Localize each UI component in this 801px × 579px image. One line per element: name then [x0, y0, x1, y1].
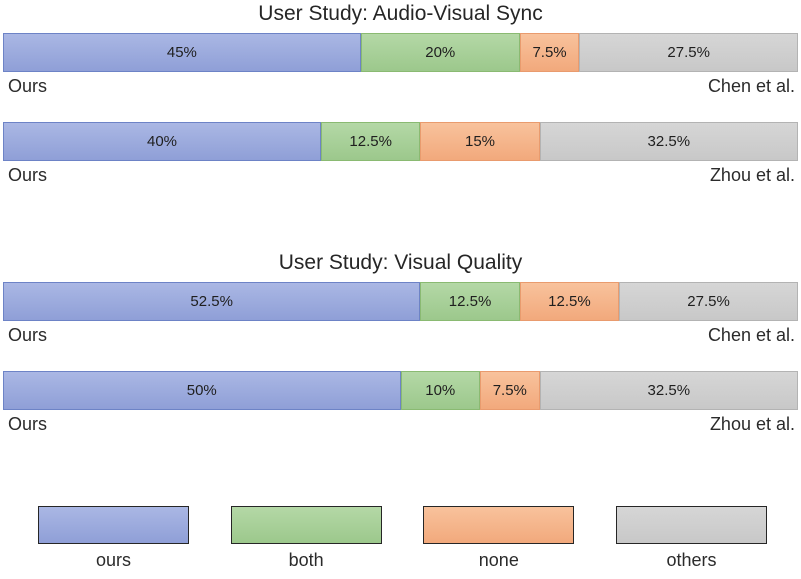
legend-swatch-none — [423, 506, 575, 544]
segment-value-label: 10% — [425, 382, 456, 399]
segment-value-label: 32.5% — [647, 133, 691, 150]
bar-segment-others: 27.5% — [619, 282, 798, 321]
legend-label: none — [478, 550, 519, 570]
bar-segment-both: 10% — [400, 371, 480, 410]
bar-right-label: Zhou et al. — [709, 414, 795, 434]
bar-segment-both: 12.5% — [321, 122, 421, 161]
legend-item-none: none — [423, 506, 575, 571]
segment-value-label: 32.5% — [647, 382, 691, 399]
stacked-bar: 52.5% 12.5% 12.5% 27.5% — [3, 282, 798, 321]
segment-value-label: 40% — [146, 133, 178, 150]
legend-swatch-others — [615, 506, 767, 544]
segment-value-label: 15% — [464, 133, 496, 150]
legend-label: ours — [95, 550, 131, 570]
bar-segment-others: 32.5% — [539, 122, 798, 161]
bar-segment-none: 7.5% — [519, 33, 580, 72]
bar-labels: Ours Chen et al. — [0, 321, 801, 349]
bar-labels: Ours Zhou et al. — [0, 410, 801, 438]
legend-item-others: others — [615, 506, 767, 571]
segment-value-label: 12.5% — [548, 293, 591, 310]
bar-segment-ours: 50% — [3, 371, 401, 410]
bar-right-label: Zhou et al. — [709, 165, 795, 185]
stacked-bar: 50% 10% 7.5% 32.5% — [3, 371, 798, 410]
chart-title: User Study: Audio-Visual Sync — [258, 2, 543, 25]
bar-left-label: Ours — [8, 325, 48, 345]
bar-left-label: Ours — [8, 76, 48, 96]
legend: ours both none others — [0, 506, 801, 571]
segment-value-label: 7.5% — [492, 382, 527, 399]
legend-item-ours: ours — [38, 506, 189, 571]
chart-visual-quality: User Study: Visual Quality 52.5% 12.5% 1… — [0, 249, 801, 438]
bar-group-zhou: 50% 10% 7.5% 32.5% Ours Zhou et al. — [0, 371, 801, 438]
bar-segment-others: 27.5% — [579, 33, 798, 72]
legend-swatch-both — [230, 506, 382, 544]
segment-value-label: 12.5% — [448, 293, 492, 310]
bar-group-chen: 52.5% 12.5% 12.5% 27.5% Ours Chen et al. — [0, 282, 801, 349]
segment-value-label: 7.5% — [532, 44, 567, 61]
bar-segment-ours: 40% — [3, 122, 321, 161]
bar-segment-none: 7.5% — [480, 371, 540, 410]
legend-swatch-ours — [38, 506, 189, 544]
legend-item-both: both — [230, 506, 382, 571]
segment-value-label: 50% — [186, 382, 217, 399]
bar-segment-ours: 45% — [3, 33, 361, 72]
segment-value-label: 52.5% — [190, 293, 233, 310]
legend-label: both — [288, 550, 324, 570]
chart-title: User Study: Visual Quality — [278, 251, 523, 274]
segment-value-label: 20% — [425, 44, 456, 61]
bar-group-zhou: 40% 12.5% 15% 32.5% Ours Zhou et al. — [0, 122, 801, 189]
bar-labels: Ours Chen et al. — [0, 72, 801, 100]
bar-segment-others: 32.5% — [539, 371, 798, 410]
bar-segment-none: 15% — [420, 122, 540, 161]
bar-segment-both: 12.5% — [420, 282, 520, 321]
bar-labels: Ours Zhou et al. — [0, 161, 801, 189]
bar-left-label: Ours — [8, 165, 48, 185]
legend-label: others — [666, 550, 717, 570]
bar-left-label: Ours — [8, 414, 48, 434]
bar-right-label: Chen et al. — [707, 76, 795, 96]
segment-value-label: 45% — [166, 44, 197, 61]
bar-segment-none: 12.5% — [519, 282, 620, 321]
chart-audio-visual-sync: User Study: Audio-Visual Sync 45% 20% 7.… — [0, 0, 801, 189]
segment-value-label: 12.5% — [349, 133, 392, 150]
bar-segment-both: 20% — [360, 33, 520, 72]
bar-segment-ours: 52.5% — [3, 282, 421, 321]
bar-right-label: Chen et al. — [707, 325, 795, 345]
stacked-bar: 45% 20% 7.5% 27.5% — [3, 33, 798, 72]
segment-value-label: 27.5% — [687, 293, 730, 310]
segment-value-label: 27.5% — [667, 44, 710, 61]
stacked-bar: 40% 12.5% 15% 32.5% — [3, 122, 798, 161]
bar-group-chen: 45% 20% 7.5% 27.5% Ours Chen et al. — [0, 33, 801, 100]
